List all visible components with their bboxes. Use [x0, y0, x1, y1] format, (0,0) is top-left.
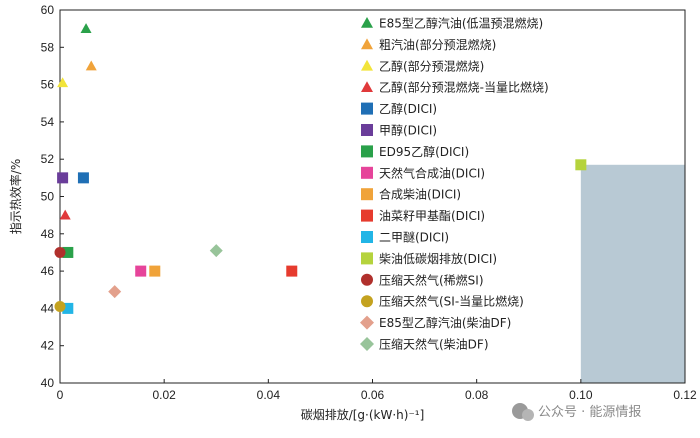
data-point [57, 172, 69, 184]
legend-marker [361, 252, 373, 265]
y-tick-label: 54 [41, 115, 55, 129]
watermark: 公众号 · 能源情报 [512, 403, 641, 421]
data-point [54, 246, 66, 258]
wechat-icon-bubble [522, 409, 534, 421]
legend-marker [361, 102, 373, 115]
x-tick-label: 0.04 [257, 388, 281, 402]
legend-marker [361, 145, 373, 158]
data-point [57, 77, 69, 88]
x-tick-label: 0.02 [152, 388, 176, 402]
y-tick-label: 46 [41, 264, 55, 278]
legend-label: 压缩天然气(稀燃SI) [379, 272, 484, 287]
x-tick-label: 0.12 [673, 388, 697, 402]
y-tick-label: 60 [41, 3, 55, 17]
legend-label: 乙醇(DICI) [379, 101, 437, 116]
legend-label: 柴油低碳烟排放(DICI) [379, 251, 497, 266]
data-point [149, 265, 161, 277]
legend-marker [360, 315, 374, 330]
legend-label: 天然气合成油(DICI) [379, 165, 485, 180]
legend-marker [361, 124, 373, 136]
legend-marker [361, 59, 373, 71]
data-point [59, 209, 71, 220]
legend-label: 乙醇(部分预混燃烧-当量比燃烧) [379, 80, 549, 95]
y-tick-label: 50 [41, 190, 55, 204]
data-point [62, 246, 74, 258]
data-point [135, 265, 147, 277]
legend-marker [361, 209, 373, 222]
data-point [54, 301, 66, 313]
watermark-text: 公众号 · 能源情报 [538, 405, 641, 420]
y-tick-label: 52 [41, 152, 55, 166]
data-points [54, 23, 587, 314]
legend-label: 甲醇(DICI) [379, 123, 437, 138]
legend-label: E85型乙醇汽油(低温预混燃烧) [379, 16, 543, 31]
data-point [80, 23, 92, 34]
y-tick-label: 56 [41, 78, 55, 92]
data-point [77, 172, 89, 184]
legend-label: 合成柴油(DICI) [379, 187, 461, 202]
y-tick-label: 48 [41, 227, 55, 241]
data-point [286, 265, 298, 277]
legend-label: 压缩天然气(柴油DF) [379, 337, 489, 352]
legend-label: ED95乙醇(DICI) [379, 144, 469, 159]
legend-marker [361, 273, 373, 286]
x-tick-label: 0.10 [569, 388, 593, 402]
legend-label: 油菜籽甲基酯(DICI) [379, 209, 485, 223]
y-tick-label: 58 [41, 40, 55, 54]
legend-label: 压缩天然气(SI-当量比燃烧) [379, 294, 524, 309]
data-point [575, 159, 587, 171]
plot-frame [59, 9, 686, 384]
legend-marker [361, 295, 373, 308]
legend-marker [361, 38, 373, 50]
legend-label: E85型乙醇汽油(柴油DF) [379, 315, 511, 330]
x-axis-title: 碳烟排放/[g·(kW·h)⁻¹] [301, 407, 425, 422]
legend-marker [361, 81, 373, 92]
legend-marker [360, 337, 374, 351]
y-tick-label: 40 [41, 376, 55, 390]
legend-marker [361, 166, 373, 179]
data-point [209, 244, 223, 258]
y-axis-title: 指示热效率/% [8, 159, 23, 234]
x-tick-label: 0.08 [465, 388, 489, 402]
legend-marker [361, 188, 373, 201]
x-tick-label: 0 [57, 388, 64, 402]
legend-label: 二甲醚(DICI) [379, 231, 449, 245]
shaded-region [580, 164, 685, 383]
legend-label: 粗汽油(部分预混燃烧) [379, 37, 496, 52]
legend-label: 乙醇(部分预混燃烧) [379, 58, 484, 73]
legend-marker [361, 231, 373, 243]
y-tick-label: 42 [41, 339, 55, 353]
data-point [85, 60, 97, 71]
x-tick-label: 0.06 [361, 388, 385, 402]
y-tick-label: 44 [41, 301, 55, 315]
legend-marker [361, 17, 373, 28]
data-point [62, 302, 74, 314]
data-point [108, 285, 122, 299]
legend: E85型乙醇汽油(低温预混燃烧) 粗汽油(部分预混燃烧) 乙醇(部分预混燃烧) 乙醇(… [360, 16, 549, 352]
